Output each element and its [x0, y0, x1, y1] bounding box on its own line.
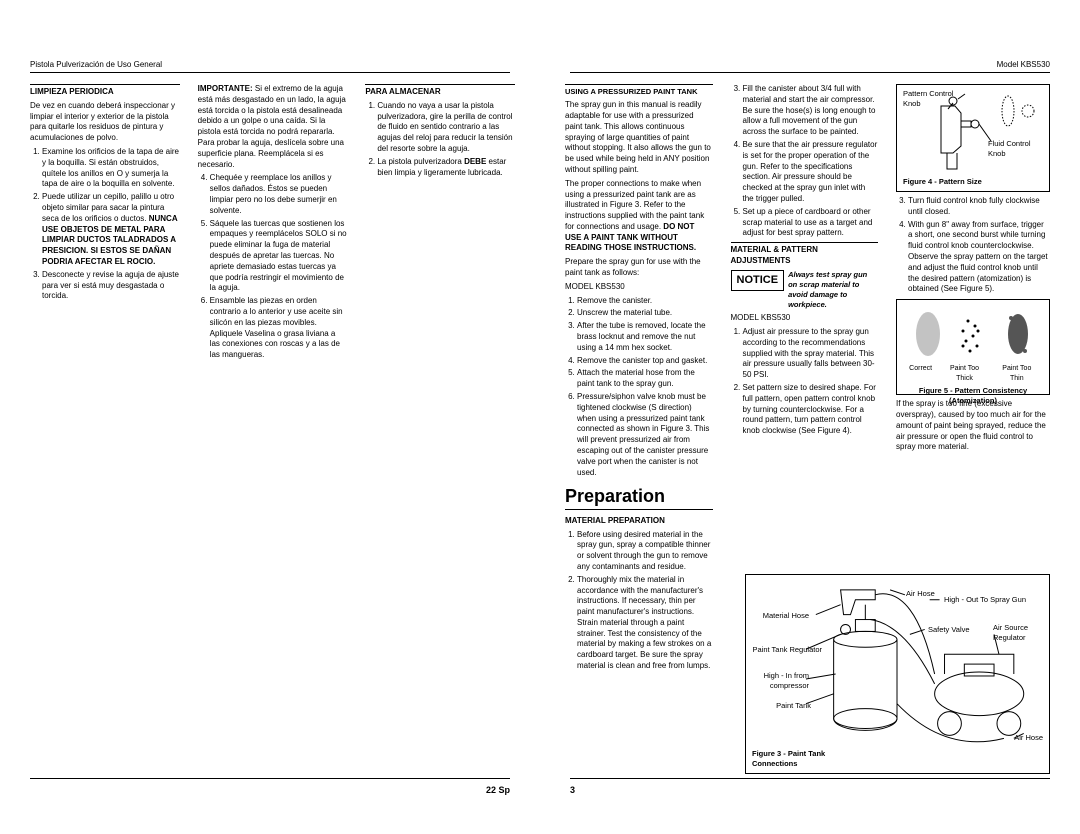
li: Remove the canister top and gasket.: [577, 356, 713, 367]
li: Attach the material hose from the paint …: [577, 368, 713, 390]
heading-material-prep: MATERIAL PREPARATION: [565, 514, 713, 527]
figure-5-caption: Figure 5 - Pattern Consistency (Atomizat…: [903, 386, 1043, 406]
col-1: USING A PRESSURIZED PAINT TANK The spray…: [565, 84, 713, 675]
li: Adjust air pressure to the spray gun acc…: [743, 327, 879, 381]
list: Adjust air pressure to the spray gun acc…: [731, 327, 879, 437]
heading-paint-tank: USING A PRESSURIZED PAINT TANK: [565, 84, 713, 97]
figure-3-caption: Figure 3 - Paint Tank Connections: [752, 749, 832, 769]
header-right: Model KBS530: [997, 60, 1050, 71]
page-number: 22 Sp: [486, 784, 510, 796]
model-label: MODEL KBS530: [565, 282, 713, 293]
list: Remove the canister. Unscrew the materia…: [565, 296, 713, 479]
list: Before using desired material in the spr…: [565, 530, 713, 672]
list: Chequée y reemplace los anillos y sellos…: [198, 173, 348, 361]
heading-preparation: Preparation: [565, 484, 713, 509]
li: Puede utilizar un cepillo, palillo u otr…: [42, 192, 180, 268]
notice-label: NOTICE: [731, 270, 785, 291]
model-label: MODEL KBS530: [731, 313, 879, 324]
header-left: Pistola Pulverización de Uso General: [30, 60, 162, 71]
footer-rule: [570, 778, 1050, 779]
heading-almacenar: PARA ALMACENAR: [365, 84, 515, 98]
li: Be sure that the air pressure regulator …: [743, 140, 879, 205]
li: La pistola pulverizadora DEBE estar bien…: [377, 157, 515, 179]
li: Set pattern size to desired shape. For f…: [743, 383, 879, 437]
li: Set up a piece of cardboard or other scr…: [743, 207, 879, 239]
heading-mpa: MATERIAL & PATTERN ADJUSTMENTS: [731, 242, 879, 267]
li: Sáquele las tuercas que sostienen los em…: [210, 219, 348, 295]
page-22sp: Pistola Pulverización de Uso General LIM…: [0, 0, 540, 834]
col-1: LIMPIEZA PERIODICA De vez en cuando debe…: [30, 84, 180, 364]
figure-4-caption: Figure 4 - Pattern Size: [903, 177, 982, 187]
li: Pressure/siphon valve knob must be tight…: [577, 392, 713, 478]
figure-4-svg: [903, 91, 1043, 171]
list: Fill the canister about 3/4 full with ma…: [731, 84, 879, 239]
figure-3: Air Hose High - Out To Spray Gun Materia…: [745, 574, 1050, 774]
header-rule: [30, 72, 510, 73]
page-number: 3: [570, 784, 575, 796]
li: Before using desired material in the spr…: [577, 530, 713, 573]
figure-5-svg: [903, 306, 1043, 364]
heading-limpieza: LIMPIEZA PERIODICA: [30, 84, 180, 98]
para: If the spray is too fine (excessive over…: [896, 399, 1050, 453]
figure-5: Correct Paint Too Thick Paint Too Thin F…: [896, 299, 1050, 395]
li: After the tube is removed, locate the br…: [577, 321, 713, 353]
li: Fill the canister about 3/4 full with ma…: [743, 84, 879, 138]
li: Remove the canister.: [577, 296, 713, 307]
li: With gun 8" away from surface, trigger a…: [908, 220, 1050, 296]
li: Chequée y reemplace los anillos y sellos…: [210, 173, 348, 216]
para: IMPORTANTE: Si el extremo de la aguja es…: [198, 84, 348, 170]
li: Unscrew the material tube.: [577, 308, 713, 319]
li: Ensamble las piezas en orden contrario a…: [210, 296, 348, 361]
para: The spray gun in this manual is readily …: [565, 100, 713, 176]
col-3: PARA ALMACENAR Cuando no vaya a usar la …: [365, 84, 515, 364]
li: Thoroughly mix the material in accordanc…: [577, 575, 713, 672]
notice: NOTICE Always test spray gun on scrap ma…: [731, 270, 879, 311]
footer-rule: [30, 778, 510, 779]
list: Turn fluid control knob fully clockwise …: [896, 196, 1050, 295]
para: De vez en cuando deberá inspeccionar y l…: [30, 101, 180, 144]
li: Desconecte y revise la aguja de ajuste p…: [42, 270, 180, 302]
figure-4: Pattern Control Knob Fluid Control Knob: [896, 84, 1050, 192]
header-rule: [570, 72, 1050, 73]
notice-text: Always test spray gun on scrap material …: [788, 270, 878, 311]
columns-left: LIMPIEZA PERIODICA De vez en cuando debe…: [30, 84, 515, 364]
para: Prepare the spray gun for use with the p…: [565, 257, 713, 279]
list: Examine los orificios de la tapa de aire…: [30, 147, 180, 302]
li: Examine los orificios de la tapa de aire…: [42, 147, 180, 190]
col-2: IMPORTANTE: Si el extremo de la aguja es…: [198, 84, 348, 364]
li: Turn fluid control knob fully clockwise …: [908, 196, 1050, 218]
para: The proper connections to make when usin…: [565, 179, 713, 255]
page-3: Model KBS530 USING A PRESSURIZED PAINT T…: [540, 0, 1080, 834]
li: Cuando no vaya a usar la pistola pulveri…: [377, 101, 515, 155]
page-spread: Pistola Pulverización de Uso General LIM…: [0, 0, 1080, 834]
list: Cuando no vaya a usar la pistola pulveri…: [365, 101, 515, 179]
